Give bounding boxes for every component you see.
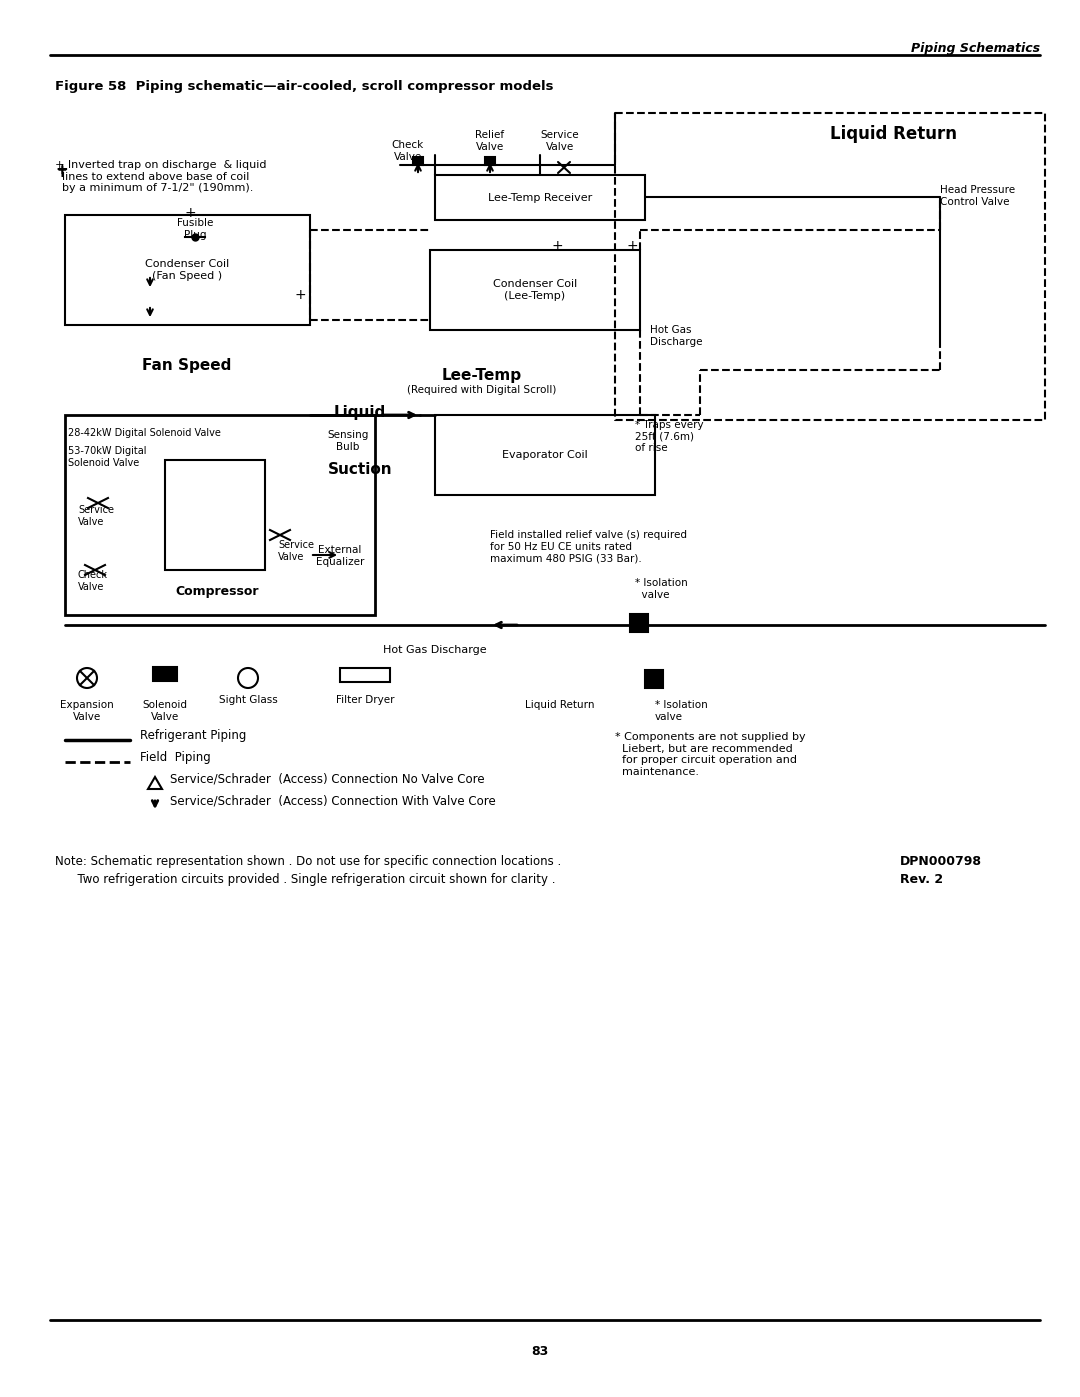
Bar xyxy=(435,175,645,219)
Text: Lee-Temp: Lee-Temp xyxy=(442,367,522,383)
Bar xyxy=(153,666,177,680)
Bar xyxy=(413,156,423,165)
Bar xyxy=(430,250,640,330)
Text: Service
Valve: Service Valve xyxy=(541,130,579,152)
Text: * Isolation
valve: * Isolation valve xyxy=(654,700,707,722)
Text: External
Equalizer: External Equalizer xyxy=(315,545,364,567)
Text: Check
Valve: Check Valve xyxy=(78,570,108,591)
Text: 83: 83 xyxy=(531,1345,549,1358)
Bar xyxy=(340,668,390,682)
Bar xyxy=(65,215,310,326)
Text: + Inverted trap on discharge  & liquid
  lines to extend above base of coil
  by: + Inverted trap on discharge & liquid li… xyxy=(55,161,267,193)
Text: Service/Schrader  (Access) Connection No Valve Core: Service/Schrader (Access) Connection No … xyxy=(170,773,485,785)
Text: +: + xyxy=(55,162,68,177)
Bar xyxy=(165,460,265,570)
Text: Relief
Valve: Relief Valve xyxy=(475,130,504,152)
Text: Figure 58  Piping schematic—air-cooled, scroll compressor models: Figure 58 Piping schematic—air-cooled, s… xyxy=(55,80,554,94)
Text: Compressor: Compressor xyxy=(175,585,258,598)
Text: Two refrigeration circuits provided . Single refrigeration circuit shown for cla: Two refrigeration circuits provided . Si… xyxy=(55,873,555,886)
Bar xyxy=(645,671,663,687)
Text: Check
Valve: Check Valve xyxy=(392,140,424,162)
Text: 28-42kW Digital Solenoid Valve: 28-42kW Digital Solenoid Valve xyxy=(68,427,221,439)
Text: Solenoid
Valve: Solenoid Valve xyxy=(143,700,188,722)
Text: Head Pressure
Control Valve: Head Pressure Control Valve xyxy=(940,184,1015,207)
Text: +: + xyxy=(294,288,306,302)
Text: Suction: Suction xyxy=(327,462,392,476)
Text: Liquid Return: Liquid Return xyxy=(525,700,595,710)
Text: +: + xyxy=(185,205,195,219)
Text: Liquid Return: Liquid Return xyxy=(831,124,957,142)
Text: Evaporator Coil: Evaporator Coil xyxy=(502,450,588,460)
Text: * Components are not supplied by
  Liebert, but are recommended
  for proper cir: * Components are not supplied by Liebert… xyxy=(615,732,806,777)
Text: * Isolation
  valve: * Isolation valve xyxy=(635,578,688,599)
Text: Service/Schrader  (Access) Connection With Valve Core: Service/Schrader (Access) Connection Wit… xyxy=(170,795,496,807)
Text: DPN000798: DPN000798 xyxy=(900,855,982,868)
Text: Refrigerant Piping: Refrigerant Piping xyxy=(140,728,246,742)
Text: Sight Glass: Sight Glass xyxy=(218,694,278,705)
Text: ✝: ✝ xyxy=(55,165,68,180)
Text: Field installed relief valve (s) required
for 50 Hz EU CE units rated
maximum 48: Field installed relief valve (s) require… xyxy=(490,529,687,563)
Text: Rev. 2: Rev. 2 xyxy=(900,873,943,886)
Bar xyxy=(485,156,495,165)
Text: Condenser Coil
(Lee-Temp): Condenser Coil (Lee-Temp) xyxy=(492,279,577,300)
Text: Fan Speed: Fan Speed xyxy=(143,358,232,373)
Text: Note: Schematic representation shown . Do not use for specific connection locati: Note: Schematic representation shown . D… xyxy=(55,855,562,868)
Bar xyxy=(65,415,375,615)
Text: * Traps every
25ft (7.6m)
of rise: * Traps every 25ft (7.6m) of rise xyxy=(635,420,704,453)
Text: Service
Valve: Service Valve xyxy=(278,541,314,562)
Text: Service
Valve: Service Valve xyxy=(78,504,114,527)
Text: Fusible
Plug: Fusible Plug xyxy=(177,218,213,240)
Text: Liquid: Liquid xyxy=(334,405,387,420)
Text: Hot Gas Discharge: Hot Gas Discharge xyxy=(383,645,487,655)
Text: Piping Schematics: Piping Schematics xyxy=(910,42,1040,54)
Bar xyxy=(630,615,648,631)
Text: Hot Gas
Discharge: Hot Gas Discharge xyxy=(650,326,702,346)
Text: 53-70kW Digital
Solenoid Valve: 53-70kW Digital Solenoid Valve xyxy=(68,446,147,468)
Text: Lee-Temp Receiver: Lee-Temp Receiver xyxy=(488,193,592,203)
Text: Condenser Coil
(Fan Speed ): Condenser Coil (Fan Speed ) xyxy=(145,260,229,281)
Text: Field  Piping: Field Piping xyxy=(140,750,211,764)
Text: Filter Dryer: Filter Dryer xyxy=(336,694,394,705)
Text: (Required with Digital Scroll): (Required with Digital Scroll) xyxy=(407,386,556,395)
Bar xyxy=(435,415,654,495)
Text: +: + xyxy=(626,239,638,253)
Text: +: + xyxy=(551,239,563,253)
Text: Sensing
Bulb: Sensing Bulb xyxy=(327,430,368,451)
Text: Expansion
Valve: Expansion Valve xyxy=(60,700,113,722)
